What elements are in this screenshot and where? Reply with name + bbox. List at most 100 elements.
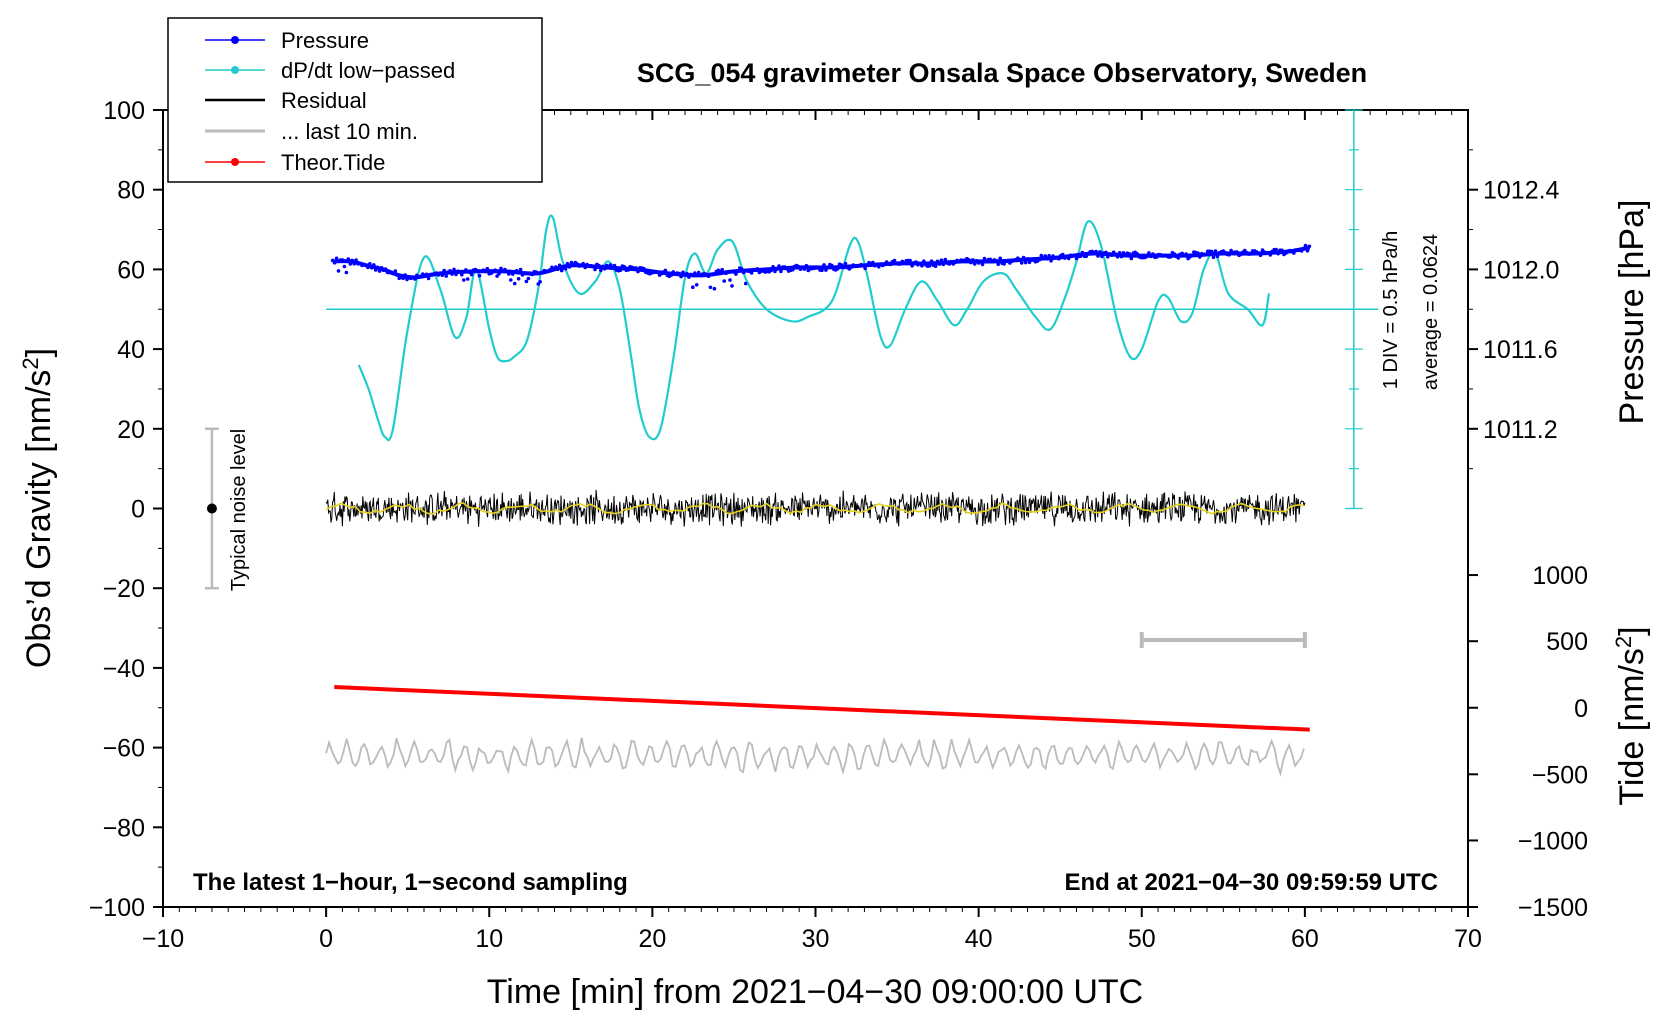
pressure-point: [1129, 256, 1134, 261]
pressure-point: [465, 277, 470, 281]
pressure-point: [342, 264, 347, 269]
pressure-point: [741, 270, 746, 275]
pressure-point: [941, 262, 946, 267]
pressure-point: [996, 262, 1000, 267]
pressure-point: [597, 263, 601, 268]
pressure-point: [971, 258, 975, 262]
pressure-point: [373, 268, 378, 272]
pressure-point: [722, 279, 726, 283]
pressure-point: [1276, 251, 1280, 256]
pressure-point: [497, 272, 501, 276]
pressure-point: [1043, 254, 1047, 258]
pressure-point: [512, 281, 517, 286]
tide-tick-label: 500: [1546, 628, 1588, 656]
pressure-point: [822, 263, 826, 267]
pressure-tick-label: 1012.0: [1483, 256, 1559, 284]
pressure-point: [440, 273, 445, 278]
pressure-point: [522, 271, 527, 276]
pressure-point: [559, 268, 564, 273]
pressure-point: [332, 260, 337, 265]
pressure-point: [914, 260, 918, 264]
pressure-point: [493, 268, 497, 273]
pressure-point: [601, 264, 605, 269]
pressure-point: [1227, 253, 1231, 257]
pressure-point: [694, 283, 699, 287]
pressure-point: [1109, 253, 1114, 257]
pressure-point: [1147, 251, 1151, 255]
pressure-point: [775, 267, 779, 271]
pressure-point: [464, 268, 468, 272]
tide-tick-label: −500: [1532, 761, 1588, 789]
pressure-point: [796, 264, 801, 269]
pressure-point: [1292, 251, 1296, 255]
pressure-point: [454, 272, 458, 277]
svg-text:... last 10 min.: ... last 10 min.: [281, 119, 418, 144]
pressure-point: [366, 265, 370, 270]
tide-tick-label: 1000: [1532, 562, 1588, 590]
pressure-point: [1127, 252, 1132, 256]
pressure-point: [1258, 253, 1263, 258]
pressure-point: [1106, 254, 1110, 259]
pressure-point: [824, 268, 828, 272]
pressure-point: [1184, 252, 1188, 256]
pressure-point: [755, 267, 760, 271]
pressure-axis: 1011.2 1011.6 1012.0 1012.4: [1468, 149, 1560, 470]
pressure-point: [538, 280, 542, 284]
pressure-point: [943, 257, 948, 262]
pressure-point: [448, 269, 452, 273]
pressure-point: [696, 270, 701, 275]
pressure-point: [785, 266, 789, 271]
chart-title: SCG_054 gravimeter Onsala Space Observat…: [637, 58, 1367, 88]
x-tick-label: 40: [965, 925, 993, 953]
pressure-point: [691, 285, 695, 290]
pressure-point: [771, 265, 775, 269]
pressure-point: [563, 267, 568, 271]
pressure-point: [1303, 243, 1308, 248]
tide-tick-label: 0: [1574, 695, 1588, 723]
pressure-point: [1305, 249, 1310, 253]
pressure-point: [622, 265, 627, 269]
pressure-point: [749, 271, 754, 275]
axis-ticks: [153, 109, 1469, 917]
pressure-point: [802, 267, 807, 271]
pressure-point: [935, 259, 940, 264]
pressure-point: [1280, 248, 1284, 253]
pressure-point: [642, 266, 646, 271]
pressure-point: [687, 275, 691, 279]
markers: [204, 427, 1307, 649]
pressure-point: [679, 274, 683, 279]
pressure-point: [444, 274, 449, 278]
pressure-point: [1104, 250, 1108, 255]
pressure-point: [830, 263, 834, 268]
pressure-point: [340, 258, 345, 262]
pressure-point: [1061, 252, 1065, 257]
pressure-point: [1209, 249, 1214, 254]
pressure-point: [728, 278, 732, 282]
pressure-point: [933, 264, 938, 269]
y-tick-label: −20: [103, 575, 145, 603]
x-axis-title: Time [min] from 2021−04−30 09:00:00 UTC: [487, 973, 1143, 1011]
sampling-note: The latest 1−hour, 1−second sampling: [193, 869, 628, 896]
legend-item-theor-tide: Theor.Tide: [205, 150, 385, 175]
pressure-point: [669, 273, 674, 277]
pressure-point: [910, 264, 914, 268]
pressure-point: [769, 268, 773, 273]
pressure-point: [442, 268, 447, 273]
pressure-point: [710, 272, 715, 276]
svg-text:dP/dt low−passed: dP/dt low−passed: [281, 58, 455, 83]
pressure-point: [379, 266, 384, 270]
legend-item-residual: Residual: [205, 88, 367, 113]
pressure-point: [462, 278, 466, 282]
pressure-point: [1084, 254, 1089, 259]
average-label: average = 0.0624: [1420, 234, 1442, 390]
pressure-point: [401, 276, 405, 281]
pressure-point: [460, 272, 464, 277]
y-tick-label: 0: [131, 496, 145, 524]
pressure-point: [1203, 252, 1208, 257]
pressure-point: [469, 272, 474, 277]
pressure-point: [1268, 253, 1273, 257]
pressure-point: [591, 264, 595, 269]
y-tick-labels: −100 −80 −60 −40 −20 0 20 40 60 80 100: [89, 97, 145, 922]
noise-level-label: Typical noise level: [228, 429, 250, 591]
pressure-point: [1117, 251, 1122, 255]
